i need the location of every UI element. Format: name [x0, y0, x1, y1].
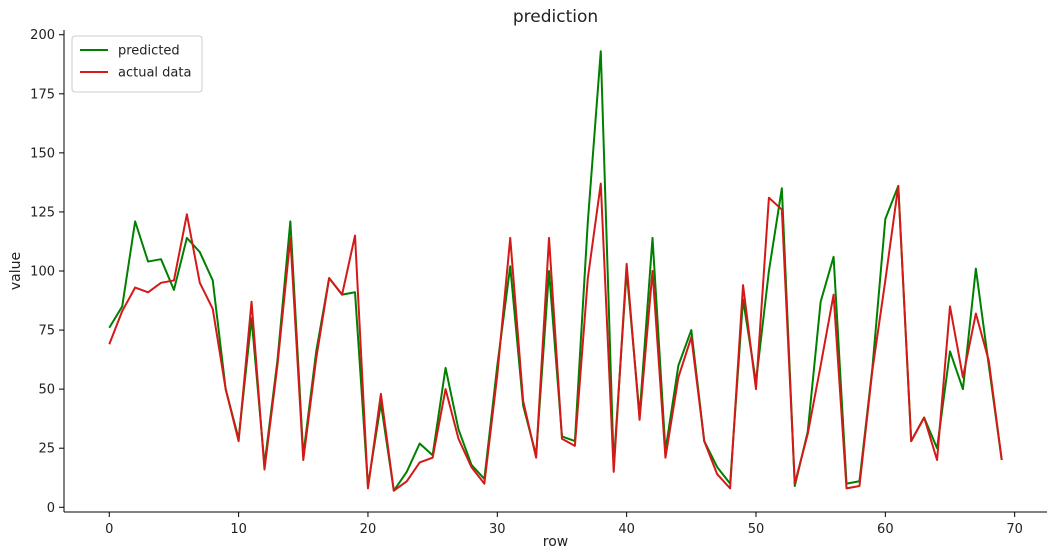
series-line-predicted: [108, 50, 1003, 492]
legend-label: predicted: [118, 44, 180, 59]
chart-title: prediction: [513, 7, 598, 27]
x-axis-title: row: [543, 534, 568, 548]
y-tick-label: 200: [30, 28, 55, 43]
y-axis-title: value: [8, 252, 24, 290]
x-tick-label: 10: [230, 522, 247, 537]
x-tick-label: 50: [748, 522, 765, 537]
x-tick-label: 40: [618, 522, 635, 537]
x-tick-label: 60: [877, 522, 894, 537]
legend: predicted actual data: [71, 35, 203, 93]
y-tick-label: 25: [38, 442, 55, 457]
series-layer: [108, 50, 1003, 492]
axes: 0 10 20 30 40 50 60 70 0 25 50 75 100 125 150 175 200: [30, 28, 1047, 537]
y-tick-label: 50: [38, 383, 55, 398]
x-tick-label: 0: [105, 522, 113, 537]
y-tick-label: 100: [30, 265, 55, 280]
x-tick-label: 20: [360, 522, 377, 537]
x-tick-label: 30: [489, 522, 506, 537]
x-tick-label: 70: [1006, 522, 1023, 537]
legend-label: actual data: [118, 66, 191, 81]
y-tick-label: 150: [30, 146, 55, 161]
series-line-actual-data: [108, 182, 1003, 492]
y-tick-label: 75: [38, 324, 55, 339]
y-tick-label: 175: [30, 87, 55, 102]
y-tick-label: 125: [30, 205, 55, 220]
y-tick-label: 0: [47, 501, 55, 516]
